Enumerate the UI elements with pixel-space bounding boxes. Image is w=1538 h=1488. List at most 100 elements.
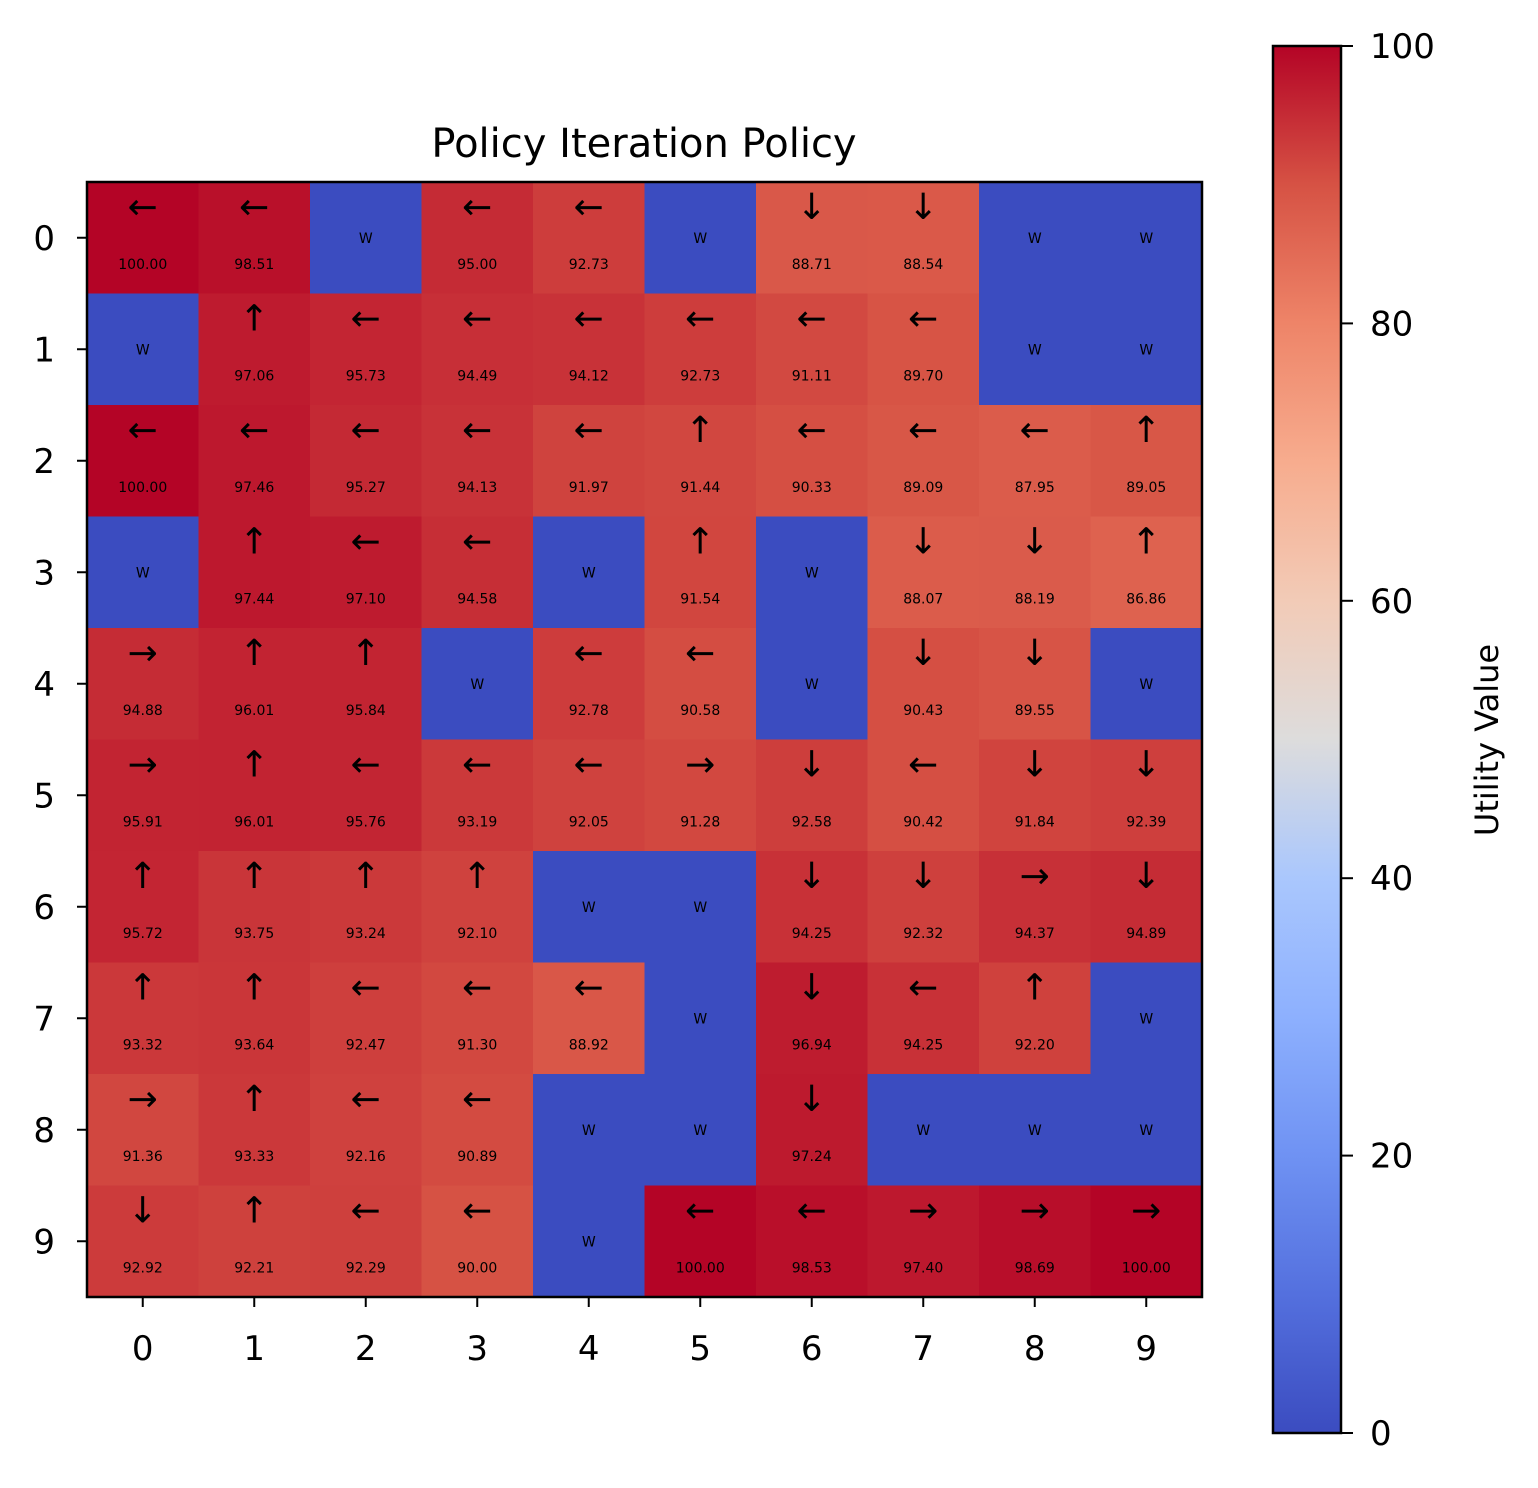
policy-arrow: → bbox=[908, 1191, 938, 1232]
policy-arrow: ← bbox=[462, 1191, 492, 1232]
utility-value-label: 91.54 bbox=[680, 592, 720, 608]
utility-value-label: 95.84 bbox=[346, 703, 386, 719]
heatmap-cell-r3-c0 bbox=[87, 516, 200, 629]
utility-value-label: 93.33 bbox=[234, 1149, 274, 1165]
wall-label: W bbox=[693, 1123, 707, 1139]
policy-arrow: → bbox=[1131, 1191, 1161, 1232]
heatmap-cell-r3-c6 bbox=[756, 516, 869, 629]
policy-arrow: ← bbox=[239, 410, 269, 451]
heatmap-cell-r5-c3 bbox=[421, 739, 534, 852]
utility-value-label: 97.10 bbox=[346, 592, 386, 608]
heatmap-cell-r2-c3 bbox=[421, 405, 534, 518]
policy-arrow: ↓ bbox=[128, 1191, 158, 1232]
x-tick-label: 2 bbox=[355, 1329, 377, 1369]
heatmap-cell-r7-c0 bbox=[87, 962, 200, 1075]
wall-label: W bbox=[1139, 1011, 1153, 1027]
utility-value-label: 97.06 bbox=[234, 369, 274, 385]
heatmap-cell-r9-c5 bbox=[644, 1185, 757, 1298]
utility-value-label: 91.97 bbox=[569, 480, 609, 496]
policy-arrow: ← bbox=[574, 745, 604, 786]
utility-value-label: 96.01 bbox=[234, 815, 274, 831]
utility-value-label: 89.70 bbox=[903, 369, 943, 385]
heatmap-cell-r2-c9 bbox=[1090, 405, 1203, 518]
policy-arrow: ↑ bbox=[462, 856, 492, 897]
heatmap-cell-r4-c9 bbox=[1090, 628, 1203, 741]
heatmap-cell-r3-c7 bbox=[867, 516, 980, 629]
heatmap-cell-r8-c3 bbox=[421, 1074, 534, 1187]
policy-arrow: ← bbox=[1020, 410, 1050, 451]
colorbar-tick-label: 100 bbox=[1370, 27, 1435, 67]
heatmap-cell-r7-c4 bbox=[533, 962, 646, 1075]
utility-value-label: 92.78 bbox=[569, 703, 609, 719]
heatmap-cells: ← 100.00 ← 98.51 W ← 95.00 ← 92.73 W ↓ 88.71 ↓ 88.54 W… bbox=[87, 182, 1203, 1298]
utility-value-label: 90.00 bbox=[457, 1261, 497, 1277]
colorbar-ticks: 0 20 40 60 80 100 bbox=[1341, 27, 1435, 1454]
utility-value-label: 100.00 bbox=[118, 480, 167, 496]
heatmap-cell-r7-c7 bbox=[867, 962, 980, 1075]
utility-value-label: 91.28 bbox=[680, 815, 720, 831]
heatmap-cell-r5-c1 bbox=[198, 739, 311, 852]
utility-value-label: 96.01 bbox=[234, 703, 274, 719]
heatmap-cell-r2-c4 bbox=[533, 405, 646, 518]
heatmap-cell-r2-c5 bbox=[644, 405, 757, 518]
utility-value-label: 88.07 bbox=[903, 592, 943, 608]
heatmap-cell-r0-c8 bbox=[979, 182, 1092, 295]
policy-arrow: ← bbox=[908, 410, 938, 451]
heatmap-cell-r7-c6 bbox=[756, 962, 869, 1075]
policy-arrow: ← bbox=[685, 633, 715, 674]
heatmap-cell-r5-c5 bbox=[644, 739, 757, 852]
heatmap-cell-r5-c6 bbox=[756, 739, 869, 852]
policy-arrow: ↓ bbox=[797, 745, 827, 786]
policy-arrow: ← bbox=[462, 299, 492, 340]
heatmap-cell-r8-c8 bbox=[979, 1074, 1092, 1187]
heatmap-cell-r1-c9 bbox=[1090, 293, 1203, 406]
policy-arrow: ↓ bbox=[908, 187, 938, 228]
utility-value-label: 90.42 bbox=[903, 815, 943, 831]
utility-value-label: 94.88 bbox=[123, 703, 163, 719]
wall-label: W bbox=[693, 900, 707, 916]
heatmap-cell-r0-c6 bbox=[756, 182, 869, 295]
policy-arrow: ← bbox=[239, 187, 269, 228]
policy-arrow: → bbox=[128, 633, 158, 674]
heatmap-cell-r6-c1 bbox=[198, 851, 311, 964]
y-tick-label: 7 bbox=[33, 999, 55, 1039]
policy-arrow: ↑ bbox=[239, 1079, 269, 1120]
heatmap-cell-r8-c9 bbox=[1090, 1074, 1203, 1187]
utility-value-label: 97.40 bbox=[903, 1261, 943, 1277]
heatmap-cell-r3-c3 bbox=[421, 516, 534, 629]
y-axis: 0 1 2 3 4 5 6 7 8 9 bbox=[33, 219, 87, 1262]
wall-label: W bbox=[136, 565, 150, 581]
utility-value-label: 100.00 bbox=[1122, 1261, 1171, 1277]
wall-label: W bbox=[359, 231, 373, 247]
policy-arrow: ↑ bbox=[1131, 522, 1161, 563]
utility-value-label: 92.58 bbox=[792, 815, 832, 831]
heatmap-cell-r5-c9 bbox=[1090, 739, 1203, 852]
utility-value-label: 97.44 bbox=[234, 592, 274, 608]
utility-value-label: 93.64 bbox=[234, 1038, 274, 1054]
x-tick-label: 4 bbox=[578, 1329, 600, 1369]
y-tick-label: 8 bbox=[33, 1111, 55, 1151]
utility-value-label: 93.24 bbox=[346, 926, 386, 942]
heatmap-cell-r1-c7 bbox=[867, 293, 980, 406]
utility-value-label: 98.53 bbox=[792, 1261, 832, 1277]
colorbar-label: Utility Value bbox=[1468, 644, 1506, 836]
utility-value-label: 94.37 bbox=[1015, 926, 1055, 942]
policy-arrow: ← bbox=[574, 968, 604, 1009]
heatmap-cell-r3-c2 bbox=[310, 516, 423, 629]
heatmap-cell-r6-c6 bbox=[756, 851, 869, 964]
policy-arrow: ↑ bbox=[128, 856, 158, 897]
wall-label: W bbox=[582, 1234, 596, 1250]
policy-arrow: ← bbox=[128, 187, 158, 228]
utility-value-label: 93.32 bbox=[123, 1038, 163, 1054]
wall-label: W bbox=[1139, 677, 1153, 693]
heatmap-cell-r6-c3 bbox=[421, 851, 534, 964]
heatmap-cell-r9-c0 bbox=[87, 1185, 200, 1298]
heatmap-cell-r0-c5 bbox=[644, 182, 757, 295]
policy-arrow: ↓ bbox=[1020, 633, 1050, 674]
wall-label: W bbox=[582, 900, 596, 916]
policy-arrow: ↓ bbox=[1020, 522, 1050, 563]
utility-value-label: 92.32 bbox=[903, 926, 943, 942]
colorbar-gradient bbox=[1271, 44, 1343, 1435]
heatmap-cell-r0-c1 bbox=[198, 182, 311, 295]
